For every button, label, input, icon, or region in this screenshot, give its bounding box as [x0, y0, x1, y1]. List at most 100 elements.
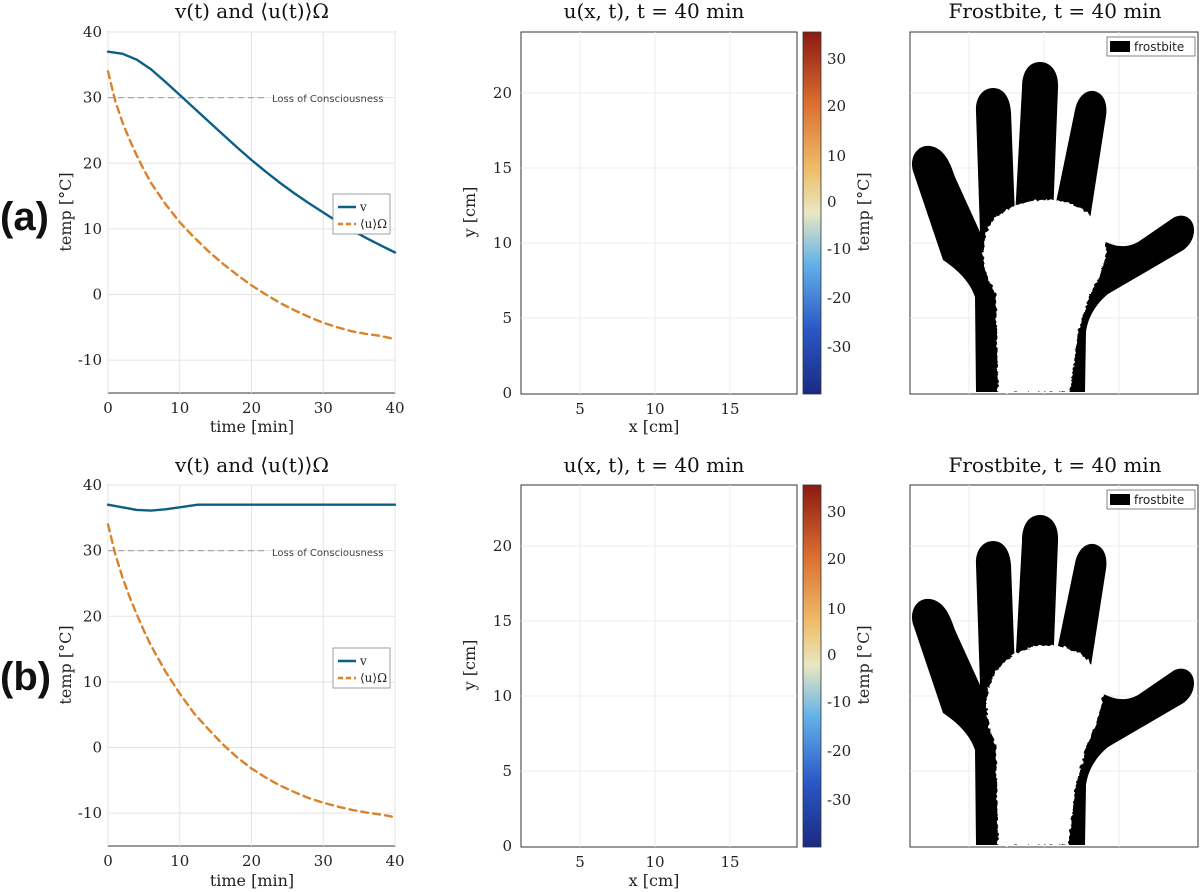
loss-of-consciousness-label: Loss of Consciousness	[272, 548, 383, 559]
cbar-tick: -10	[827, 693, 851, 711]
frostbite-title: Frostbite, t = 40 min	[948, 0, 1161, 23]
y-tick-label: 30	[83, 542, 102, 560]
series-u-line	[106, 70, 397, 341]
y-tick: 10	[493, 687, 512, 705]
series-v-line	[106, 503, 397, 512]
y-tick: 5	[502, 762, 512, 780]
cbar-tick: 10	[827, 600, 846, 618]
heatmap-axes	[520, 31, 798, 395]
heatmap-y-label: y [cm]	[460, 640, 479, 692]
legend-label-v: v	[359, 654, 367, 668]
x-tick: 15	[720, 400, 739, 418]
frostbite-panel-b: Frostbite, t = 40 min frostbite	[909, 453, 1199, 848]
heatmap-x-label: x [cm]	[629, 871, 680, 890]
x-tick: 5	[575, 853, 585, 871]
x-tick: 15	[720, 853, 739, 871]
y-tick: 0	[502, 384, 512, 402]
frostbite-title: Frostbite, t = 40 min	[948, 453, 1161, 477]
heatmap-y-label: y [cm]	[460, 187, 479, 239]
frostbite-legend: frostbite	[1106, 36, 1196, 57]
tick-labels: 0 10 20 30 40 40 30 20 10 0 -10	[78, 476, 405, 870]
heatmap-title: u(x, t), t = 40 min	[564, 0, 745, 23]
x-axis-label: time [min]	[210, 417, 294, 436]
y-tick-label: 0	[92, 286, 102, 304]
x-tick-label: 10	[170, 399, 189, 417]
cbar-tick: -20	[827, 742, 851, 760]
colorbar-ticks: 30 20 10 0 -10 -20 -30	[827, 503, 851, 809]
x-tick-label: 10	[170, 852, 189, 870]
legend-label-v: v	[359, 200, 367, 214]
loss-of-consciousness-label: Loss of Consciousness	[272, 94, 383, 105]
x-tick-label: 20	[242, 852, 261, 870]
y-tick: 15	[493, 159, 512, 177]
x-tick-label: 30	[314, 852, 333, 870]
heatmap-panel-a: u(x, t), t = 40 min 5 10 15 0 5 10 15 20…	[460, 0, 873, 436]
y-tick-label: 10	[83, 220, 102, 238]
cbar-tick: 0	[827, 193, 837, 211]
row-label-a: (a)	[0, 195, 49, 239]
y-tick: 0	[502, 837, 512, 855]
y-tick: 20	[493, 537, 512, 555]
x-tick-label: 40	[385, 399, 404, 417]
y-axis-label: temp [°C]	[56, 625, 75, 704]
colorbar-label: temp [°C]	[854, 625, 873, 704]
x-tick-label: 0	[103, 399, 113, 417]
heatmap-title: u(x, t), t = 40 min	[564, 453, 745, 477]
x-tick: 5	[575, 400, 585, 418]
cbar-tick: 20	[827, 97, 846, 115]
x-axis-label: time [min]	[210, 871, 294, 890]
heatmap-grid	[521, 32, 797, 394]
cbar-tick: -10	[827, 240, 851, 258]
heatmap-panel-b: u(x, t), t = 40 min 5 10 15 0 5 10 15 20…	[460, 453, 873, 890]
y-tick: 5	[502, 309, 512, 327]
cbar-tick: -30	[827, 791, 851, 809]
legend: v ⟨u⟩Ω	[332, 647, 391, 689]
y-tick-label: 0	[92, 739, 102, 757]
y-tick: 10	[493, 234, 512, 252]
y-tick-label: 20	[83, 154, 102, 172]
y-tick-label: -10	[78, 351, 102, 369]
colorbar-label: temp [°C]	[854, 172, 873, 251]
y-tick-label: 40	[83, 476, 102, 494]
heatmap-axes	[520, 484, 798, 848]
colorbar-ticks: 30 20 10 0 -10 -20 -30	[827, 50, 851, 356]
x-tick: 10	[645, 853, 664, 871]
y-tick-label: 30	[83, 89, 102, 107]
line-chart-title: v(t) and ⟨u(t)⟩Ω	[174, 0, 329, 23]
y-tick-label: 10	[83, 673, 102, 691]
frostbite-legend-label: frostbite	[1134, 493, 1184, 507]
cbar-tick: 30	[827, 50, 846, 68]
x-tick: 10	[645, 400, 664, 418]
x-tick-label: 40	[385, 852, 404, 870]
legend-label-u: ⟨u⟩Ω	[360, 217, 387, 231]
frostbite-panel-a: Frostbite, t = 40 min frostbite	[909, 0, 1199, 395]
x-tick-label: 0	[103, 852, 113, 870]
heatmap-grid	[521, 485, 797, 847]
colorbar	[802, 484, 822, 848]
y-tick: 20	[493, 84, 512, 102]
grid	[107, 484, 396, 846]
frostbite-swatch	[1110, 41, 1130, 52]
frostbite-legend: frostbite	[1106, 489, 1196, 510]
y-tick: 15	[493, 612, 512, 630]
series-u-line	[106, 523, 397, 819]
y-tick-label: -10	[78, 804, 102, 822]
heatmap-x-label: x [cm]	[629, 417, 680, 436]
x-tick-label: 30	[314, 399, 333, 417]
y-tick-label: 40	[83, 23, 102, 41]
frostbite-legend-label: frostbite	[1134, 40, 1184, 54]
line-chart-a: 0 10 20 30 40 40 30 20 10 0 -10 v(t) and ⟨u(t)⟩Ω t…	[56, 0, 405, 436]
cbar-tick: 20	[827, 550, 846, 568]
cbar-tick: 10	[827, 147, 846, 165]
heatmap-ticks: 5 10 15 0 5 10 15 20	[493, 84, 740, 418]
cbar-tick: 0	[827, 646, 837, 664]
cbar-tick: -30	[827, 338, 851, 356]
legend-label-u: ⟨u⟩Ω	[360, 671, 387, 685]
grid	[107, 31, 396, 393]
line-chart-title: v(t) and ⟨u(t)⟩Ω	[174, 453, 329, 477]
frostbite-region	[911, 62, 1194, 392]
frostbite-region	[911, 515, 1194, 845]
legend: v ⟨u⟩Ω	[332, 193, 391, 235]
tick-labels: 0 10 20 30 40 40 30 20 10 0 -10	[78, 23, 405, 417]
